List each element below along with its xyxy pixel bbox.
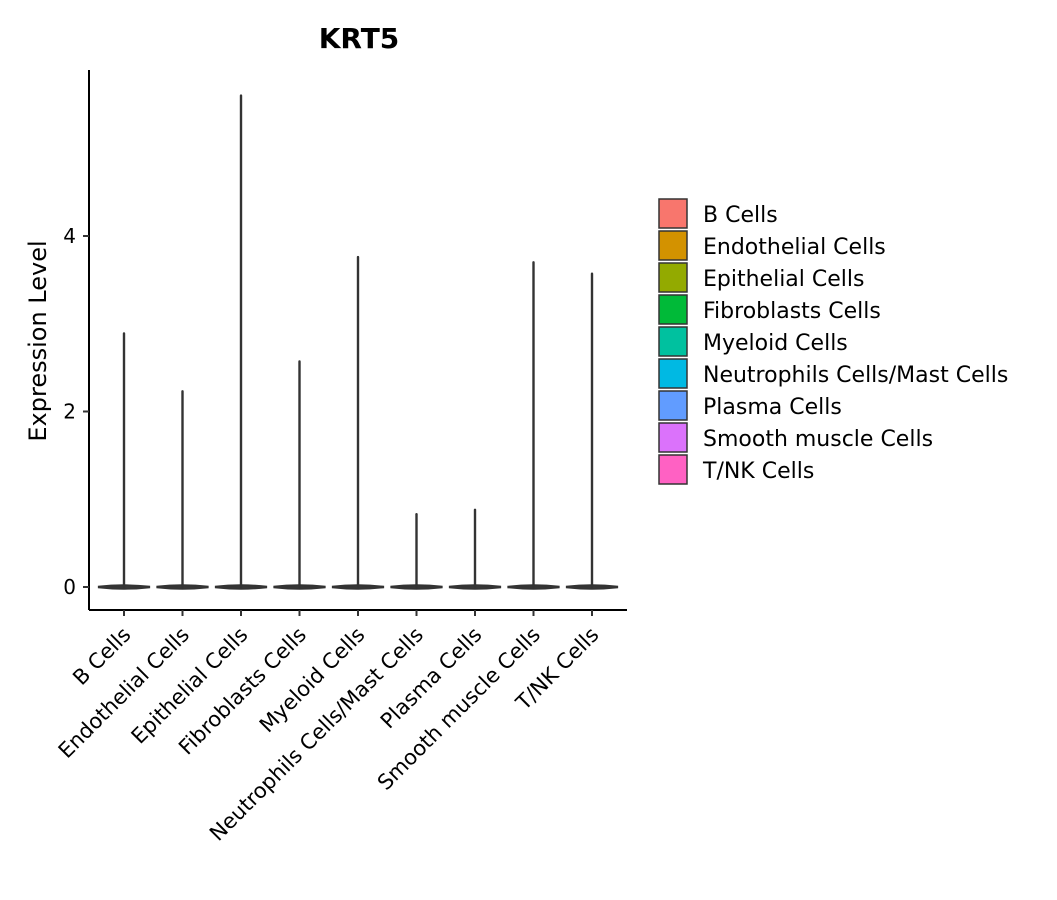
y-tick-label: 4	[63, 224, 76, 248]
legend: B Cells Endothelial Cells Epithelial Cells…	[658, 198, 1008, 485]
legend-label: T/NK Cells	[702, 459, 814, 484]
violin	[156, 390, 209, 590]
legend-item: T/NK Cells	[658, 454, 814, 485]
legend-item: Endothelial Cells	[658, 230, 886, 261]
legend-swatch	[658, 358, 688, 389]
legend-item: B Cells	[658, 198, 778, 229]
violin	[390, 512, 443, 590]
legend-label: Myeloid Cells	[703, 331, 848, 356]
legend-label: Fibroblasts Cells	[703, 299, 881, 324]
legend-swatch	[658, 198, 688, 229]
violin	[214, 94, 268, 590]
violin	[273, 360, 326, 590]
legend-swatch	[658, 294, 688, 325]
y-tick-label: 0	[63, 575, 76, 599]
legend-label: Smooth muscle Cells	[703, 427, 933, 452]
legend-item: Smooth muscle Cells	[658, 422, 933, 453]
legend-label: Neutrophils Cells/Mast Cells	[703, 363, 1008, 388]
legend-swatch	[658, 390, 688, 421]
legend-swatch	[658, 262, 688, 293]
y-axis-label: Expression Level	[24, 240, 52, 441]
x-tick-label: Neutrophils Cells/Mast Cells	[205, 623, 428, 846]
violin	[507, 261, 560, 590]
legend-item: Myeloid Cells	[658, 326, 848, 357]
legend-swatch	[658, 422, 688, 453]
legend-label: Epithelial Cells	[703, 267, 864, 292]
violins	[97, 94, 619, 590]
legend-label: Plasma Cells	[703, 395, 842, 420]
violin	[448, 508, 502, 590]
chart-title: KRT5	[319, 22, 400, 55]
legend-item: Fibroblasts Cells	[658, 294, 881, 325]
y-axis: 0 2 4	[63, 70, 90, 610]
legend-swatch	[658, 454, 688, 485]
violin	[565, 272, 619, 590]
legend-swatch	[658, 230, 688, 261]
legend-swatch	[658, 326, 688, 357]
y-tick-label: 2	[63, 400, 76, 424]
legend-item: Neutrophils Cells/Mast Cells	[658, 358, 1008, 389]
legend-item: Plasma Cells	[658, 390, 842, 421]
violin	[331, 255, 385, 590]
x-tick-label: Plasma Cells	[376, 623, 487, 734]
legend-label: B Cells	[703, 203, 778, 228]
violin	[97, 332, 151, 590]
legend-label: Endothelial Cells	[703, 235, 886, 260]
legend-item: Epithelial Cells	[658, 262, 864, 293]
